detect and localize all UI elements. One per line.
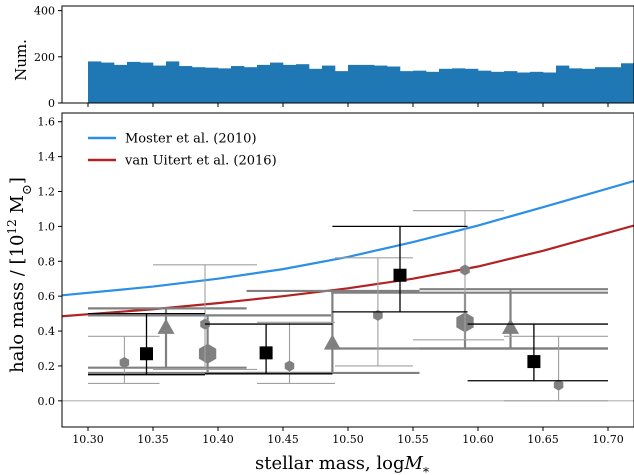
- histogram-bar: [439, 68, 453, 103]
- xlabel-sub: *: [423, 465, 429, 475]
- square-point: [140, 347, 153, 361]
- histogram-bar: [348, 64, 362, 103]
- histogram-bar: [361, 64, 375, 103]
- histogram-bar: [192, 67, 206, 103]
- histogram-bar: [166, 61, 180, 103]
- histogram-bar: [374, 65, 388, 103]
- small-hexagon-point: [373, 309, 383, 321]
- van-uitert-relation-line: [61, 224, 634, 318]
- histogram-bar: [387, 66, 401, 103]
- histogram-bar: [231, 66, 245, 103]
- triangle-point: [323, 334, 341, 350]
- x-tick-label: 10.35: [137, 433, 169, 446]
- histogram-bar: [569, 68, 583, 103]
- y-tick-label: 0.2: [38, 360, 56, 373]
- histogram-bar: [608, 67, 622, 103]
- xlabel-main: stellar mass, log: [255, 453, 405, 474]
- histogram-bar: [413, 70, 427, 103]
- y-tick-label: 0.8: [38, 255, 56, 268]
- triangle-point: [501, 318, 520, 334]
- histogram-bar: [309, 68, 323, 103]
- small-hexagon-point: [460, 264, 470, 276]
- ylabel-sup: 12: [5, 219, 19, 234]
- histogram-bar: [595, 67, 609, 103]
- histogram-bar: [140, 62, 154, 103]
- histogram-y-tick-label: 400: [34, 5, 55, 18]
- y-tick-label: 1.4: [38, 151, 56, 164]
- histogram-bar: [270, 62, 284, 103]
- small-hexagon-point: [119, 356, 130, 368]
- histogram-bar: [452, 68, 466, 103]
- histogram-bar: [491, 71, 505, 103]
- x-tick-label: 10.50: [332, 433, 364, 446]
- x-axis-label: stellar mass, logM*: [255, 453, 429, 475]
- histogram-bar: [179, 66, 193, 103]
- ylabel-sun: ⊙: [20, 184, 35, 195]
- histogram-bar: [465, 68, 479, 103]
- histogram-bar: [205, 67, 219, 103]
- y-tick-label: 1.6: [38, 116, 56, 129]
- histogram-bar: [517, 72, 531, 103]
- square-point: [527, 355, 541, 369]
- x-tick-label: 10.30: [72, 433, 104, 446]
- histogram-bar: [153, 65, 167, 103]
- x-tick-label: 10.65: [527, 433, 559, 446]
- histogram-bar: [335, 71, 349, 103]
- x-tick-label: 10.40: [202, 433, 234, 446]
- square-point: [259, 346, 273, 360]
- histogram-y-tick-label: 0: [48, 97, 55, 110]
- histogram-bar: [556, 65, 570, 103]
- histogram-bar: [127, 61, 141, 103]
- y-tick-label: 0.4: [38, 325, 56, 338]
- y-tick-label: 1.2: [38, 186, 56, 199]
- y-tick-label: 0.6: [38, 290, 56, 303]
- square-point: [393, 268, 407, 282]
- histogram-bar: [400, 71, 414, 103]
- histogram-bar: [244, 67, 258, 103]
- histogram-bar: [582, 68, 596, 103]
- moster-relation-line: [61, 179, 634, 297]
- histogram-bar: [114, 64, 128, 103]
- histogram-bar: [88, 61, 102, 103]
- halo-mass-y-axis-label: halo mass / [1012 M⊙]: [5, 177, 35, 373]
- histogram-bar: [101, 62, 115, 103]
- triangle-point: [157, 318, 175, 334]
- histogram-bar: [218, 68, 232, 103]
- x-tick-label: 10.55: [397, 433, 429, 446]
- y-tick-label: 1.0: [38, 220, 56, 233]
- histogram-bar: [543, 72, 557, 103]
- histogram-bar: [504, 71, 518, 103]
- small-hexagon-point: [284, 360, 295, 372]
- histogram-bar: [283, 64, 297, 103]
- histogram-bar: [621, 63, 634, 103]
- histogram-bar: [530, 71, 544, 103]
- ylabel-close: ]: [7, 177, 28, 184]
- small-hexagon-point: [553, 379, 564, 391]
- histogram-y-axis-label: Num.: [12, 39, 30, 81]
- histogram-bar: [257, 64, 271, 103]
- histogram-panel: 0 200 400: [34, 5, 634, 110]
- x-tick-label: 10.60: [462, 433, 494, 446]
- ylabel-main: halo mass / [10: [7, 235, 28, 373]
- x-tick-label: 10.45: [267, 433, 299, 446]
- y-tick-label: 0.0: [38, 395, 56, 408]
- large-hexagon-point: [198, 343, 217, 364]
- legend-label-moster: Moster et al. (2010): [125, 132, 257, 147]
- ylabel-unit: M: [7, 195, 28, 219]
- histogram-bar: [426, 71, 440, 103]
- histogram-bar: [478, 70, 492, 103]
- legend: Moster et al. (2010) van Uitert et al. (…: [88, 132, 277, 169]
- histogram-y-tick-label: 200: [34, 51, 55, 64]
- histogram-bar: [322, 65, 336, 103]
- x-tick-label: 10.70: [592, 433, 624, 446]
- xlabel-symbol: M: [404, 453, 424, 474]
- legend-label-van-uitert: van Uitert et al. (2016): [124, 154, 277, 169]
- histogram-bar: [296, 64, 310, 103]
- halo-mass-panel: 0.0 0.2 0.4 0.6 0.8 1.0 1.2 1.4 1.6 10.30 10.35 10.…: [38, 112, 634, 446]
